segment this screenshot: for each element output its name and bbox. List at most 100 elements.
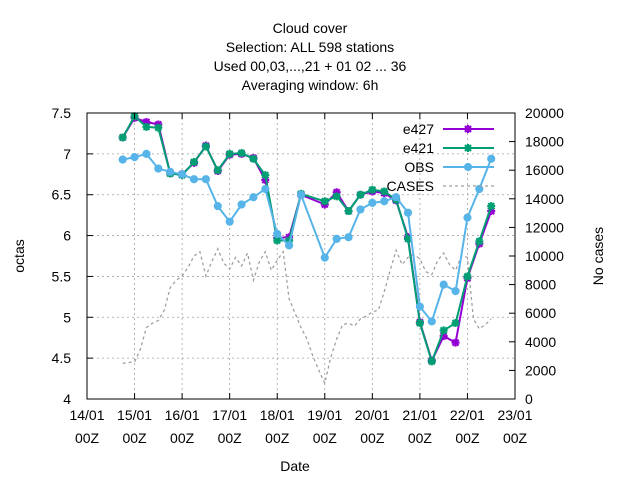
- y2-tick-label: 6000: [525, 305, 556, 321]
- data-point-e421: [249, 154, 258, 163]
- data-point-e421: [463, 272, 472, 281]
- y2-tick-label: 2000: [525, 362, 556, 378]
- data-point-e421: [118, 133, 127, 142]
- data-point-e421: [332, 192, 341, 201]
- y-tick-label: 4: [63, 391, 71, 407]
- data-point-e421: [201, 142, 210, 151]
- series-line-obs: [122, 152, 493, 324]
- x-tick-label-date: 14/01: [69, 407, 104, 423]
- data-point-e427: [451, 338, 460, 347]
- x-tick-label-time: 00Z: [360, 430, 385, 446]
- legend-marker-e421: [464, 144, 472, 152]
- data-point-e421: [439, 326, 448, 335]
- data-point-e427: [332, 188, 341, 197]
- x-tick-label-time: 00Z: [408, 430, 433, 446]
- y2-tick-label: 16000: [525, 162, 564, 178]
- data-point-e427: [142, 117, 151, 126]
- series-line-e421: [121, 114, 493, 365]
- x-tick-label-time: 00Z: [122, 430, 147, 446]
- data-point-obs: [118, 155, 127, 164]
- data-point-obs: [451, 287, 460, 296]
- x-tick-label-date: 23/01: [497, 407, 532, 423]
- legend-label-obs: OBS: [404, 159, 434, 175]
- data-point-obs: [249, 193, 258, 202]
- data-point-e421: [273, 236, 282, 245]
- data-point-obs: [142, 149, 151, 158]
- y2-tick-label: 14000: [525, 191, 564, 207]
- data-point-e421: [380, 187, 389, 196]
- gridlines: [87, 113, 515, 399]
- title-line-1: Cloud cover: [273, 20, 348, 36]
- series-line-e427: [121, 116, 493, 364]
- data-point-e421: [237, 149, 246, 158]
- data-point-e421: [320, 197, 329, 206]
- y-tick-label: 7: [63, 146, 71, 162]
- title-line-4: Averaging window: 6h: [242, 77, 379, 93]
- data-point-e421: [487, 202, 496, 211]
- x-tick-label-date: 15/01: [117, 407, 152, 423]
- data-point-obs: [415, 302, 424, 311]
- series-cases: [122, 247, 492, 386]
- data-point-obs: [130, 153, 139, 162]
- x-tick-label-time: 00Z: [75, 430, 100, 446]
- y2-tick-label: 8000: [525, 277, 556, 293]
- data-point-e421: [142, 122, 151, 131]
- legend-marker-obs: [463, 162, 473, 172]
- title-line-2: Selection: ALL 598 stations: [226, 39, 394, 55]
- series-e427: [118, 113, 496, 365]
- series-obs: [118, 149, 496, 326]
- x-tick-label-time: 00Z: [218, 430, 243, 446]
- x-tick-label-time: 00Z: [313, 430, 338, 446]
- x-tick-label-date: 18/01: [260, 407, 295, 423]
- y2-tick-label: 20000: [525, 105, 564, 121]
- legend-label-e427: e427: [403, 121, 434, 137]
- data-point-obs: [344, 233, 353, 242]
- data-point-obs: [261, 184, 270, 194]
- data-point-e421: [190, 158, 198, 167]
- data-point-e421: [344, 207, 353, 216]
- data-point-obs: [285, 241, 294, 250]
- data-point-e427: [439, 332, 448, 341]
- data-point-obs: [225, 217, 234, 226]
- data-point-e421: [475, 237, 484, 246]
- x-tick-label-time: 00Z: [503, 430, 528, 446]
- plot-frame: [86, 112, 516, 400]
- data-point-obs: [154, 164, 163, 173]
- x-tick-label-date: 20/01: [355, 407, 390, 423]
- legend: e427 e421 OBS CASES: [387, 121, 494, 194]
- data-point-obs: [368, 198, 377, 207]
- title-line-3: Used 00,03,...,21 + 01 02 ... 36: [214, 58, 407, 74]
- data-point-e427: [487, 207, 496, 216]
- data-point-obs: [356, 205, 365, 214]
- series-layer: [118, 112, 496, 386]
- y2-tick-label: 18000: [525, 134, 564, 150]
- x-tick-label-date: 17/01: [212, 407, 247, 423]
- data-point-obs: [332, 234, 341, 243]
- chart-title: Cloud cover Selection: ALL 598 stations …: [214, 20, 407, 93]
- data-point-obs: [189, 175, 199, 184]
- data-point-e421: [356, 190, 365, 199]
- y-tick-label: 6.5: [52, 187, 72, 203]
- data-point-obs: [178, 170, 187, 179]
- data-point-obs: [439, 280, 448, 289]
- x-tick-label-date: 19/01: [307, 407, 342, 423]
- data-point-e421: [154, 123, 163, 132]
- legend-label-e421: e421: [403, 140, 434, 156]
- y2-tick-label: 4000: [525, 334, 556, 350]
- x-tick-label-time: 00Z: [265, 430, 290, 446]
- x-axis-label: Date: [280, 458, 310, 474]
- x-tick-label-date: 22/01: [450, 407, 485, 423]
- data-point-obs: [273, 229, 282, 239]
- data-point-e421: [451, 319, 460, 328]
- data-point-obs: [380, 197, 389, 206]
- data-point-obs: [296, 190, 306, 199]
- data-point-obs: [201, 175, 210, 184]
- y2-tick-label: 10000: [525, 248, 564, 264]
- data-point-obs: [427, 317, 436, 326]
- y-tick-label: 5.5: [52, 268, 72, 284]
- data-point-e421: [404, 234, 412, 243]
- data-point-e421: [261, 171, 270, 180]
- legend-marker-e427: [464, 125, 472, 133]
- y2-tick-label: 0: [525, 391, 533, 407]
